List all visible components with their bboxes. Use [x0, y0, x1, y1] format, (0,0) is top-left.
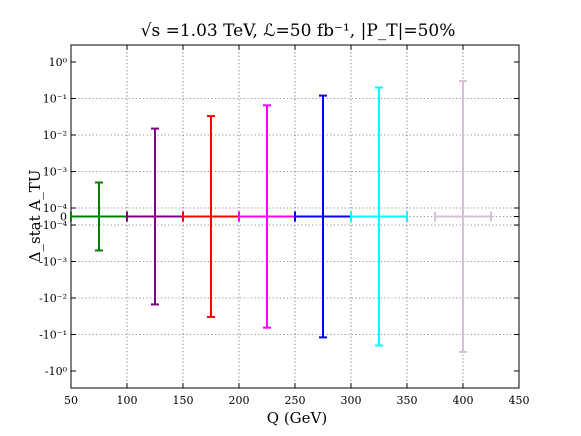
- x-tick-label: 300: [341, 394, 362, 407]
- y-tick-label: -10⁻²: [39, 292, 67, 305]
- y-tick-label: 10⁻²: [43, 129, 67, 142]
- x-tick-label: 100: [117, 394, 138, 407]
- series-layer: [70, 80, 492, 353]
- errorbar-series: [70, 181, 128, 252]
- x-tick-label: 150: [173, 394, 194, 407]
- y-tick-label: -10⁰: [45, 365, 68, 378]
- x-tick-label: 200: [229, 394, 250, 407]
- y-tick-label: 10⁻³: [43, 166, 67, 179]
- axis-ticks: [70, 45, 520, 388]
- x-tick-label: 250: [285, 394, 306, 407]
- chart-title: √s =1.03 TeV, ℒ=50 fb⁻¹, |P_T|=50%: [141, 21, 456, 41]
- x-tick-label: 450: [509, 394, 530, 407]
- errorbar-series: [238, 104, 296, 329]
- y-tick-label: 10⁻⁴: [43, 202, 68, 215]
- errorbar-series: [126, 127, 184, 306]
- y-axis-label: Δ_stat A_TU: [26, 170, 44, 263]
- errorbar-series: [434, 80, 492, 353]
- x-tick-label: 50: [64, 394, 78, 407]
- errorbar-series: [350, 86, 408, 347]
- y-tick-label: 10⁰: [49, 56, 68, 69]
- y-tick-label: 0: [60, 211, 67, 224]
- tick-labels: 50 100 150 200 250 300 350 400 450 10⁰ 10⁻¹ 10⁻² 10⁻…: [39, 56, 529, 407]
- errorbar-series: [182, 115, 240, 318]
- y-tick-label: -10⁻¹: [39, 329, 67, 342]
- errorbar-series: [294, 94, 352, 339]
- x-tick-label: 400: [453, 394, 474, 407]
- y-tick-label: 10⁻¹: [43, 93, 67, 106]
- x-tick-label: 350: [397, 394, 418, 407]
- y-tick-label: -10⁻⁴: [39, 219, 68, 232]
- y-tick-label: -10⁻³: [39, 256, 67, 269]
- x-axis-label: Q (GeV): [267, 409, 327, 427]
